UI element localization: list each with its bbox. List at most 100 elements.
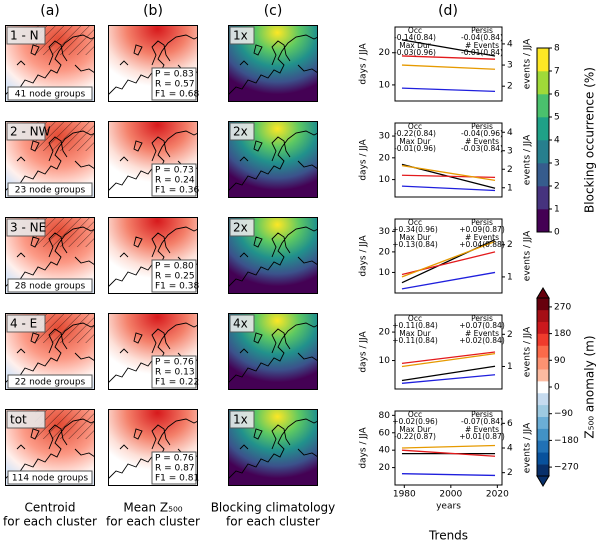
trend-value: -0.01(0.84) [461,48,503,57]
colorbar-bin [537,345,549,358]
trend-value: -0.22(0.87) [394,432,436,441]
colorbar-bin [537,94,549,118]
colorbar-bin [537,140,549,164]
trend-line [401,449,496,457]
skill-score: R = 0.25 [155,272,195,282]
x-tick-label: 2000 [439,490,462,500]
label-box [7,470,93,485]
trend-line [401,39,496,57]
trend-value: +0.04(0.88) [459,240,505,249]
legend-name: Persis [471,410,493,419]
skill-score: F1 = 0.81 [155,474,199,484]
trend-value: +0.11(0.84) [392,336,438,345]
y2-tick-label: 3 [507,146,513,156]
colorbar-tick-label: 7 [554,67,560,77]
trend-value: -0.04(0.96) [461,129,503,138]
x-tick-label: 1980 [393,490,416,500]
column-label: (a) [40,3,60,19]
label-box [7,182,93,197]
trend-value: +0.02(0.84) [459,336,505,345]
skill-score: P = 0.76 [155,358,194,368]
map-border [228,25,318,102]
colorbar-bin [537,440,549,453]
label-box [229,314,255,333]
skill-score: R = 0.87 [155,464,195,474]
y2-tick-label: 4 [507,39,513,49]
trend-line [401,164,496,181]
label-box [7,374,93,389]
y-tick-label: 20 [379,328,391,338]
y-tick-label: 20 [379,463,391,473]
colorbar-label: Z₅₀₀ anomaly (m) [583,335,597,438]
coastline [5,418,95,480]
label-box [6,122,46,141]
node-groups: 41 node groups [15,90,86,100]
legend-name: Persis [471,218,493,227]
caption: Blocking climatology [211,501,336,515]
colorbar-tick-label: 5 [554,113,560,123]
label-box [7,86,93,101]
legend-name: Persis [471,26,493,35]
map-border [228,121,318,198]
cluster-label: 3 - NE [10,221,46,235]
colorbar-label: Blocking occurrence (%) [583,67,597,213]
colorbar-tick-label: 180 [554,329,571,339]
y-tick-label: 20 [379,153,391,163]
map-border [108,25,198,102]
colorbar-bin [537,298,549,311]
legend-name: Max Dur [399,329,431,338]
skill-score: P = 0.73 [155,166,194,176]
skill-score: R = 0.24 [155,176,195,186]
skill-score: R = 0.57 [155,80,195,90]
legend-name: Max Dur [399,41,431,50]
trend-value: -0.03(0.96) [394,48,436,57]
coastline [228,418,318,480]
label-box [151,355,197,389]
label-box [151,163,197,197]
colorbar-bin [537,428,549,441]
trend-value: -0.01(0.96) [394,144,436,153]
map-border [108,313,198,390]
y-axis-label: days / JJA [359,139,369,181]
cluster-label: tot [10,413,27,427]
y2-axis-label: events / JJA [523,230,533,281]
trend-line [401,365,496,382]
multiplier: 2x [233,125,248,139]
legend-name: # Events [465,137,499,146]
colorbar-bin [537,404,549,417]
label-box [229,122,255,141]
x-axis-label: years [436,502,461,512]
legend-name: Occ [408,26,422,35]
y-tick-label: 10 [379,175,391,185]
trend-value: +0.09(0.87) [459,225,505,234]
colorbar-bin [537,186,549,210]
cluster-label: 4 - E [10,317,37,331]
skill-score: P = 0.83 [155,70,194,80]
label-box [6,314,46,333]
y-axis-label: days / JJA [359,331,369,373]
colorbar-tick-label: −270 [554,463,579,473]
legend-name: Max Dur [399,137,431,146]
column-label: (d) [438,3,458,19]
skill-score: R = 0.13 [155,368,195,378]
coastline [5,130,95,192]
colorbar-tick-label: 6 [554,90,560,100]
y2-tick-label: 1 [507,362,513,372]
y-tick-label: 20 [379,48,391,58]
y-tick-label: 60 [379,428,391,438]
trend-value: -0.03(0.84) [461,144,503,153]
caption: Mean Z₅₀₀ [123,501,182,515]
node-groups: 114 node groups [12,474,88,484]
coastline [228,34,318,96]
y-tick-label: 80 [379,411,391,421]
multiplier: 4x [233,317,248,331]
trend-value: -0.14(0.84) [394,33,436,42]
caption: for each cluster [106,515,200,529]
plot-frame [394,314,503,390]
coastline [5,226,95,288]
trend-line [401,473,496,477]
label-box [151,259,197,293]
colorbar-bin [537,369,549,382]
colorbar-bin [537,209,549,233]
skill-score: F1 = 0.68 [155,90,199,100]
